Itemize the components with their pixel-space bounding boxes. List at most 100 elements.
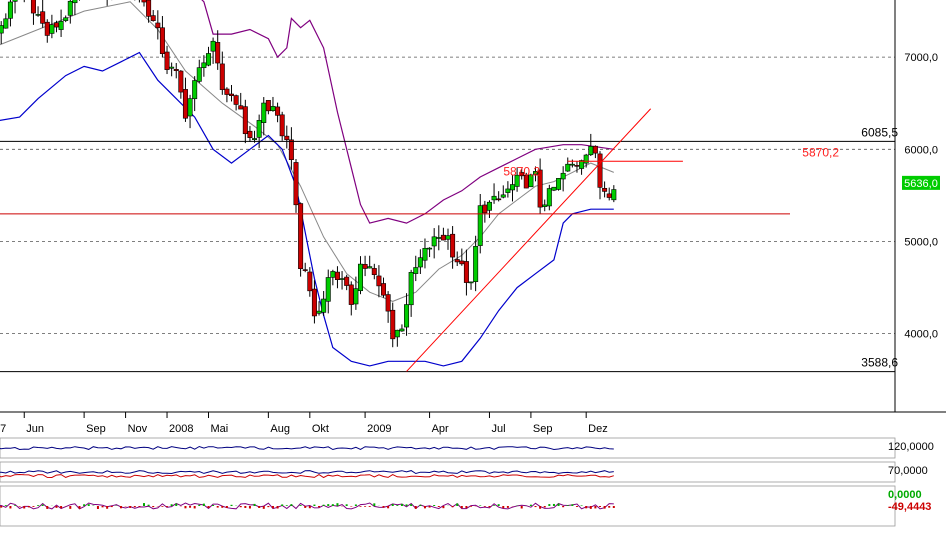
histogram-bar xyxy=(120,506,122,508)
candle-body xyxy=(40,12,44,24)
candle-body xyxy=(441,235,445,240)
candle-body xyxy=(335,272,339,280)
time-label: Sep xyxy=(533,423,553,435)
candle-body xyxy=(220,64,224,90)
histogram-bar xyxy=(438,506,440,507)
histogram-bar xyxy=(359,506,361,507)
candle-body xyxy=(298,204,302,269)
histogram-bar xyxy=(5,505,7,506)
histogram-bar xyxy=(544,506,546,507)
histogram-bar xyxy=(171,504,173,506)
histogram-bar xyxy=(221,506,223,508)
histogram-bar xyxy=(521,506,523,508)
time-label: Sep xyxy=(86,423,106,435)
candle-body xyxy=(266,100,270,110)
panel-2-label: 70,0000 xyxy=(888,465,928,477)
candle-body xyxy=(381,283,385,295)
candle-body xyxy=(423,248,427,260)
candle-body xyxy=(303,270,307,271)
price-tick-label: 7000,0 xyxy=(904,52,938,64)
candle-body xyxy=(215,42,219,63)
histogram-bar xyxy=(309,506,311,508)
candle-body xyxy=(206,53,210,65)
histogram-bar xyxy=(406,504,408,506)
histogram-bar xyxy=(410,504,412,506)
candle-body xyxy=(391,310,395,339)
candle-body xyxy=(36,14,40,15)
histogram-bar xyxy=(28,506,30,507)
candle-body xyxy=(612,190,616,200)
histogram-bar xyxy=(590,506,592,509)
candle-body xyxy=(197,68,201,82)
candle-body xyxy=(183,89,187,118)
candle-body xyxy=(547,189,551,206)
candle-body xyxy=(289,140,293,160)
histogram-bar xyxy=(55,506,57,508)
histogram-bar xyxy=(244,506,246,508)
histogram-bar xyxy=(290,504,292,506)
candle-body xyxy=(363,264,367,268)
panel-3-label: -49,4443 xyxy=(888,501,931,513)
candle-body xyxy=(414,267,418,273)
time-label: Mai xyxy=(210,423,228,435)
candle-body xyxy=(280,115,284,136)
histogram-bar xyxy=(286,505,288,506)
candle-body xyxy=(68,1,72,15)
histogram-bar xyxy=(69,506,71,509)
histogram-bar xyxy=(502,506,504,508)
candle-body xyxy=(169,67,173,68)
histogram-bar xyxy=(106,506,108,509)
time-label: Dez xyxy=(588,423,608,435)
time-label: Nov xyxy=(128,423,148,435)
candle-body xyxy=(252,138,256,139)
histogram-bar xyxy=(249,506,251,508)
panel-1-label: 120,0000 xyxy=(888,441,934,453)
histogram-bar xyxy=(19,506,21,507)
histogram-bar xyxy=(304,506,306,508)
histogram-bar xyxy=(553,504,555,506)
histogram-bar xyxy=(83,504,85,506)
time-label: 2009 xyxy=(367,423,391,435)
histogram-bar xyxy=(267,506,269,507)
price-tick-label: 5000,0 xyxy=(904,236,938,248)
histogram-bar xyxy=(498,504,500,506)
candle-body xyxy=(142,0,146,2)
histogram-bar xyxy=(530,505,532,506)
candle-body xyxy=(344,277,348,285)
candle-body xyxy=(496,199,500,200)
histogram-bar xyxy=(161,506,163,507)
candle-body xyxy=(570,164,574,165)
histogram-bar xyxy=(479,505,481,506)
histogram-bar xyxy=(387,506,389,508)
histogram-bar xyxy=(419,505,421,506)
histogram-bar xyxy=(594,506,596,508)
histogram-bar xyxy=(373,503,375,506)
time-label: Okt xyxy=(312,423,329,435)
histogram-bar xyxy=(488,506,490,507)
histogram-bar xyxy=(129,506,131,508)
candle-body xyxy=(326,277,330,301)
candle-body xyxy=(349,285,353,305)
histogram-bar xyxy=(88,504,90,506)
histogram-bar xyxy=(452,506,454,507)
histogram-bar xyxy=(562,506,564,507)
candle-body xyxy=(229,94,233,96)
histogram-bar xyxy=(166,506,168,507)
candle-body xyxy=(510,185,514,190)
histogram-bar xyxy=(401,504,403,506)
candle-body xyxy=(54,23,58,27)
candle-body xyxy=(473,246,477,281)
candle-body xyxy=(321,299,325,312)
candle-body xyxy=(257,120,261,137)
candle-body xyxy=(275,107,279,115)
histogram-bar xyxy=(608,506,610,508)
candle-body xyxy=(248,131,252,137)
candle-body xyxy=(243,107,247,134)
candle-body xyxy=(561,173,565,179)
histogram-bar xyxy=(240,506,242,507)
histogram-bar xyxy=(369,506,371,507)
time-label: Apr xyxy=(432,423,449,435)
time-label: 07 xyxy=(0,423,6,435)
histogram-bar xyxy=(42,505,44,506)
candle-body xyxy=(45,22,49,35)
